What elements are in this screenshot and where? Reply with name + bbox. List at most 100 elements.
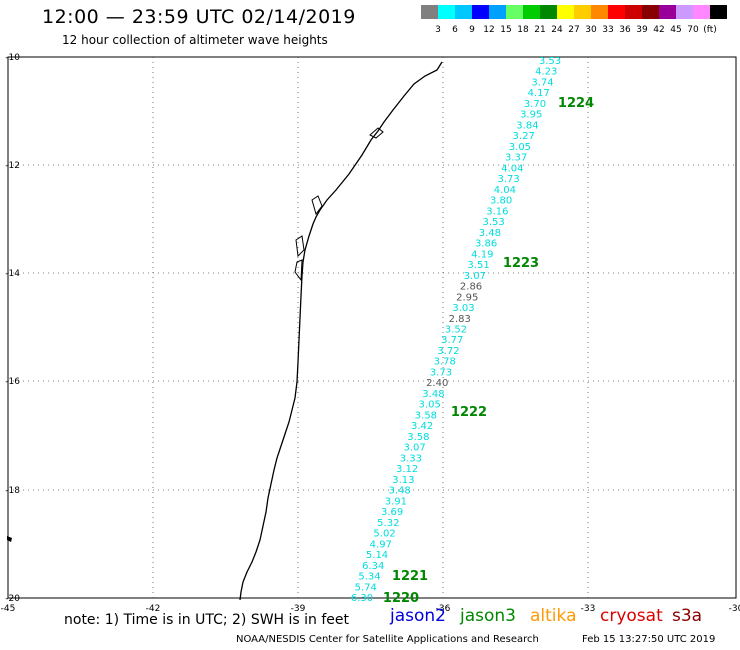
legend-swatch (438, 5, 455, 19)
legend-swatch (455, 5, 472, 19)
wave-height-value: 3.12 (396, 464, 418, 475)
wave-height-value: 4.23 (535, 67, 557, 78)
legend-swatch (710, 5, 727, 19)
wave-height-value: 3.95 (520, 110, 542, 121)
legend-swatch (489, 5, 506, 19)
latitude-tick-label: -20 (5, 594, 20, 604)
satellite-name: altika (530, 606, 577, 626)
legend-label: 15 (500, 25, 512, 35)
coastal-bay (294, 195, 323, 282)
legend-swatch (472, 5, 489, 19)
wave-height-value: 6.30 (351, 593, 373, 604)
coastal-island (369, 127, 384, 139)
wave-height-value: 3.58 (407, 432, 429, 443)
wave-height-value: 3.33 (400, 453, 422, 464)
wave-height-value: 3.86 (475, 239, 497, 250)
longitude-tick-label: -36 (436, 604, 451, 614)
wave-height-value: 4.97 (370, 539, 392, 550)
legend-swatch (506, 5, 523, 19)
wave-height-value: 3.13 (392, 475, 414, 486)
legend-label: 3 (435, 25, 441, 35)
latitude-tick-label: -16 (5, 377, 20, 387)
latitude-tick-label: -14 (5, 269, 20, 279)
wave-height-value: 3.16 (486, 206, 508, 217)
wave-height-value: 3.07 (404, 443, 426, 454)
wave-height-value: 3.52 (445, 325, 467, 336)
coastal-islet (7, 536, 12, 542)
legend-label: 45 (670, 25, 682, 35)
wave-height-value: 3.73 (498, 174, 520, 185)
footnote: note: 1) Time is in UTC; 2) SWH is in fe… (64, 612, 350, 628)
pass-time-label: 1221 (392, 569, 428, 584)
pass-time-label: 1222 (451, 405, 487, 420)
wave-height-value: 5.34 (358, 572, 380, 583)
wave-height-value: 3.80 (490, 196, 512, 207)
legend-label: 6 (452, 25, 458, 35)
wave-height-value: 4.04 (501, 163, 523, 174)
wave-height-value: 3.48 (388, 486, 410, 497)
generation-timestamp: Feb 15 13:27:50 UTC 2019 (582, 634, 716, 645)
pass-time-label: 1224 (558, 96, 594, 111)
wave-height-value: 5.02 (373, 529, 395, 540)
chart-title: 12:00 — 23:59 UTC 02/14/2019 (42, 6, 356, 28)
wave-height-value: 2.95 (456, 292, 478, 303)
longitude-tick-label: -45 (1, 604, 16, 614)
legend-swatch (557, 5, 574, 19)
wave-height-value: 3.48 (422, 389, 444, 400)
legend-swatch (659, 5, 676, 19)
legend-label: 21 (534, 25, 546, 35)
chart-subtitle: 12 hour collection of altimeter wave hei… (62, 33, 328, 47)
legend-swatch (523, 5, 540, 19)
wave-height-value: 4.04 (494, 185, 516, 196)
legend-swatch (676, 5, 693, 19)
wave-height-value: 3.03 (452, 303, 474, 314)
wave-height-value: 3.05 (509, 142, 531, 153)
satellite-name: jason2 (390, 606, 446, 626)
coastline (239, 61, 443, 601)
wave-height-value: 4.19 (471, 249, 493, 260)
wave-height-value: 3.53 (539, 56, 561, 67)
legend-label: 36 (619, 25, 631, 35)
wave-height-value: 3.78 (434, 357, 456, 368)
legend-swatch (625, 5, 642, 19)
wave-height-value: 3.73 (430, 367, 452, 378)
pass-time-label: 1223 (503, 256, 539, 271)
legend-label: 18 (517, 25, 529, 35)
legend-swatch (540, 5, 557, 19)
longitude-tick-label: -30 (729, 604, 740, 614)
wave-height-value: 3.70 (524, 99, 546, 110)
legend-swatch (642, 5, 659, 19)
wave-height-value: 3.77 (441, 335, 463, 346)
satellite-name: jason3 (460, 606, 516, 626)
pass-time-label: 1220 (383, 591, 419, 606)
map-frame (7, 56, 737, 599)
wave-height-value: 3.48 (479, 228, 501, 239)
wave-height-value: 3.53 (482, 217, 504, 228)
wave-height-value: 3.72 (437, 346, 459, 357)
legend-swatch (421, 5, 438, 19)
credit-line: NOAA/NESDIS Center for Satellite Applica… (236, 634, 539, 645)
legend-swatch (693, 5, 710, 19)
wave-height-value: 3.51 (467, 260, 489, 271)
legend-swatch (591, 5, 608, 19)
wave-height-value: 2.86 (460, 282, 482, 293)
legend-label: 70 (687, 25, 699, 35)
legend-label: 12 (483, 25, 495, 35)
wave-height-value: 3.58 (415, 410, 437, 421)
wave-height-value: 5.14 (366, 550, 388, 561)
wave-height-value: 2.83 (449, 314, 471, 325)
longitude-tick-label: -39 (291, 604, 306, 614)
satellite-name: s3a (672, 606, 703, 626)
legend-label: 9 (469, 25, 475, 35)
wave-height-value: 3.91 (385, 496, 407, 507)
legend-label: 33 (602, 25, 614, 35)
legend-label: 39 (636, 25, 648, 35)
latitude-tick-label: -10 (5, 53, 20, 63)
longitude-tick-label: -33 (581, 604, 596, 614)
legend-swatch (608, 5, 625, 19)
wave-height-value: 3.84 (516, 120, 538, 131)
legend-swatch (574, 5, 591, 19)
legend-label: 30 (585, 25, 597, 35)
legend-label: 42 (653, 25, 665, 35)
